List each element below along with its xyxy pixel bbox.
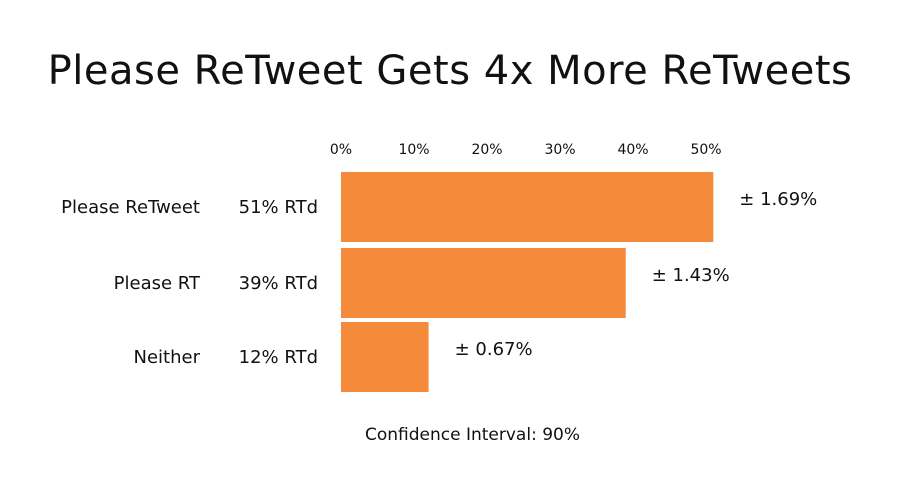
chart-title: Please ReTweet Gets 4x More ReTweets — [47, 48, 853, 94]
category-label: Please ReTweet — [61, 197, 200, 218]
value-label: 39% RTd — [239, 273, 318, 294]
bar — [341, 248, 626, 318]
error-label: ± 1.43% — [652, 265, 730, 286]
error-label: ± 0.67% — [455, 339, 533, 360]
x-tick-label: 50% — [690, 142, 721, 158]
x-tick-label: 10% — [398, 142, 429, 158]
bar — [341, 172, 714, 242]
value-label: 12% RTd — [239, 347, 318, 368]
x-tick-label: 30% — [544, 142, 575, 158]
category-label: Please RT — [114, 273, 201, 294]
confidence-interval-note: Confidence Interval: 90% — [364, 425, 580, 445]
x-tick-label: 40% — [617, 142, 648, 158]
value-label: 51% RTd — [239, 197, 318, 218]
category-label: Neither — [134, 347, 201, 368]
x-tick-label: 0% — [330, 142, 352, 158]
bar — [341, 322, 429, 392]
x-tick-label: 20% — [471, 142, 502, 158]
error-label: ± 1.69% — [739, 189, 817, 210]
